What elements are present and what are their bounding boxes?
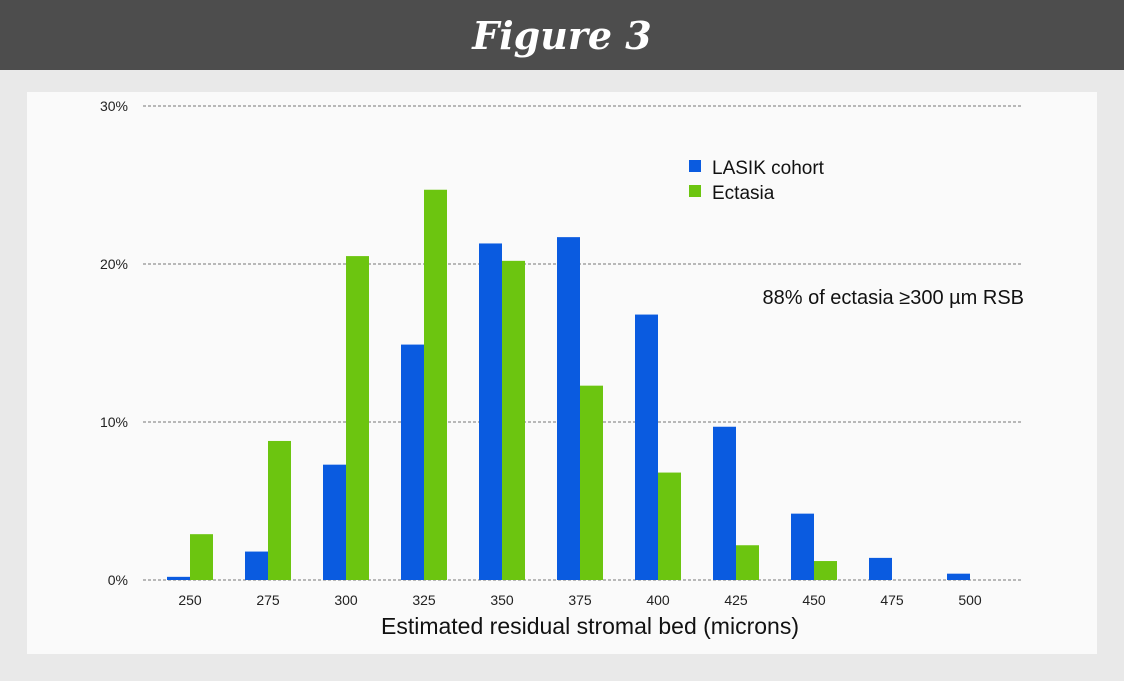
annotation-text: 88% of ectasia ≥300 µm RSB (762, 287, 1024, 309)
bar-lasik-cohort-450 (791, 513, 814, 580)
x-tick-label: 425 (724, 592, 748, 608)
legend: LASIK cohort Ectasia (689, 158, 825, 204)
x-tick-label: 475 (880, 592, 904, 608)
y-tick-label: 10% (100, 414, 128, 430)
y-axis-ticks: 0% 10% 20% 30% (100, 98, 128, 588)
x-tick-label: 375 (568, 592, 592, 608)
x-tick-label: 350 (490, 592, 514, 608)
x-tick-label: 450 (802, 592, 826, 608)
x-tick-label: 325 (412, 592, 436, 608)
bar-ectasia-300 (346, 256, 369, 580)
x-tick-label: 400 (646, 592, 670, 608)
figure-title: Figure 3 (472, 12, 652, 58)
x-tick-label: 300 (334, 592, 358, 608)
bar-ectasia-325 (424, 189, 447, 581)
bar-lasik-cohort-325 (401, 344, 424, 580)
bar-lasik-cohort-425 (713, 426, 736, 580)
bar-lasik-cohort-300 (323, 464, 346, 580)
bars (167, 189, 970, 581)
y-tick-label: 20% (100, 256, 128, 272)
bar-lasik-cohort-475 (869, 557, 892, 580)
y-tick-label: 0% (108, 572, 128, 588)
bar-ectasia-275 (268, 440, 291, 580)
x-tick-label: 500 (958, 592, 982, 608)
bar-ectasia-375 (580, 385, 603, 580)
bar-ectasia-425 (736, 545, 759, 580)
bar-ectasia-400 (658, 472, 681, 580)
x-tick-label: 275 (256, 592, 280, 608)
legend-label-lasik-cohort: LASIK cohort (712, 158, 825, 179)
bar-ectasia-350 (502, 260, 525, 580)
bar-lasik-cohort-275 (245, 551, 268, 580)
bar-lasik-cohort-500 (947, 573, 970, 580)
bar-ectasia-450 (814, 561, 837, 580)
bar-lasik-cohort-400 (635, 314, 658, 580)
legend-label-ectasia: Ectasia (712, 183, 775, 204)
figure-header: Figure 3 (0, 0, 1124, 70)
bar-lasik-cohort-250 (167, 576, 190, 580)
legend-swatch-ectasia (689, 185, 701, 197)
x-axis-label: Estimated residual stromal bed (microns) (381, 613, 799, 639)
bar-ectasia-250 (190, 534, 213, 580)
bar-lasik-cohort-375 (557, 237, 580, 580)
x-axis-ticks: 250 275 300 325 350 375 400 425 450 475 500 (178, 592, 982, 608)
bar-lasik-cohort-350 (479, 243, 502, 580)
legend-swatch-lasik-cohort (689, 160, 701, 172)
x-tick-label: 250 (178, 592, 202, 608)
y-tick-label: 30% (100, 98, 128, 114)
